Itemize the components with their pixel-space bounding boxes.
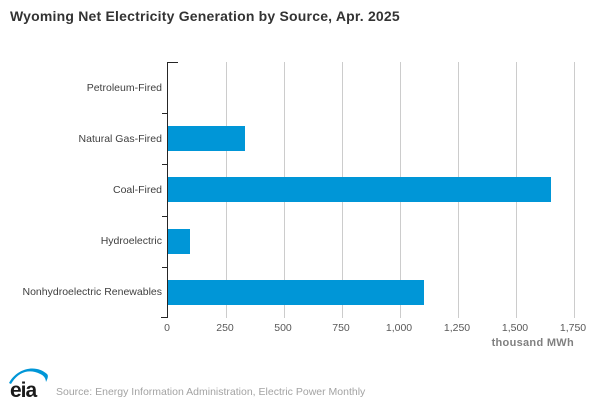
x-tick-label: 0 bbox=[164, 322, 170, 334]
y-axis-category-tick bbox=[162, 215, 167, 217]
bar-row bbox=[168, 216, 574, 267]
x-tick-label: 500 bbox=[274, 322, 292, 334]
x-tick-label: 750 bbox=[332, 322, 350, 334]
x-axis-unit-label: thousand MWh bbox=[491, 337, 574, 349]
category-label: Hydroelectric bbox=[100, 235, 162, 248]
eia-logo: eia bbox=[9, 368, 48, 402]
bar-row bbox=[168, 62, 574, 113]
x-tick-label: 1,500 bbox=[501, 322, 529, 334]
y-axis-bottom-tick bbox=[161, 317, 167, 318]
category-label: Petroleum-Fired bbox=[86, 81, 162, 94]
bar-coal-fired bbox=[168, 177, 552, 203]
chart-title: Wyoming Net Electricity Generation by So… bbox=[10, 8, 400, 24]
y-axis-category-tick bbox=[162, 266, 167, 268]
category-label-row: Nonhydroelectric Renewables bbox=[0, 267, 163, 318]
source-text: Source: Energy Information Administratio… bbox=[56, 386, 366, 398]
gridline bbox=[574, 62, 575, 318]
eia-logo-text: eia bbox=[10, 379, 38, 402]
x-tick-label: 1,250 bbox=[443, 322, 471, 334]
x-tick-label: 250 bbox=[216, 322, 234, 334]
category-label: Natural Gas-Fired bbox=[78, 132, 162, 145]
y-axis-top-tick bbox=[168, 62, 178, 63]
category-label-row: Natural Gas-Fired bbox=[0, 113, 162, 164]
y-axis-category-tick bbox=[162, 113, 167, 115]
category-label: Nonhydroelectric Renewables bbox=[22, 286, 163, 299]
category-label-row: Petroleum-Fired bbox=[0, 62, 162, 113]
category-label: Coal-Fired bbox=[112, 183, 162, 196]
category-label-row: Coal-Fired bbox=[0, 164, 162, 215]
bar-row bbox=[168, 164, 574, 215]
eia-swoosh-icon bbox=[9, 368, 48, 384]
x-axis-labels: 0 250 500 750 1,000 1,250 1,500 1,750 bbox=[164, 322, 586, 336]
bar-row bbox=[168, 113, 574, 164]
y-axis-category-tick bbox=[162, 164, 167, 166]
bar-natural-gas-fired bbox=[168, 126, 246, 152]
x-tick-label: 1,750 bbox=[559, 322, 587, 334]
y-axis-labels: Petroleum-Fired Natural Gas-Fired Coal-Fir… bbox=[0, 62, 163, 318]
bar-nonhydroelectric-renewables bbox=[168, 279, 425, 305]
x-tick-label: 1,000 bbox=[385, 322, 413, 334]
category-label-row: Hydroelectric bbox=[0, 216, 162, 267]
bar-row bbox=[168, 267, 574, 318]
plot-area bbox=[161, 62, 575, 318]
bar-hydroelectric bbox=[168, 228, 190, 254]
